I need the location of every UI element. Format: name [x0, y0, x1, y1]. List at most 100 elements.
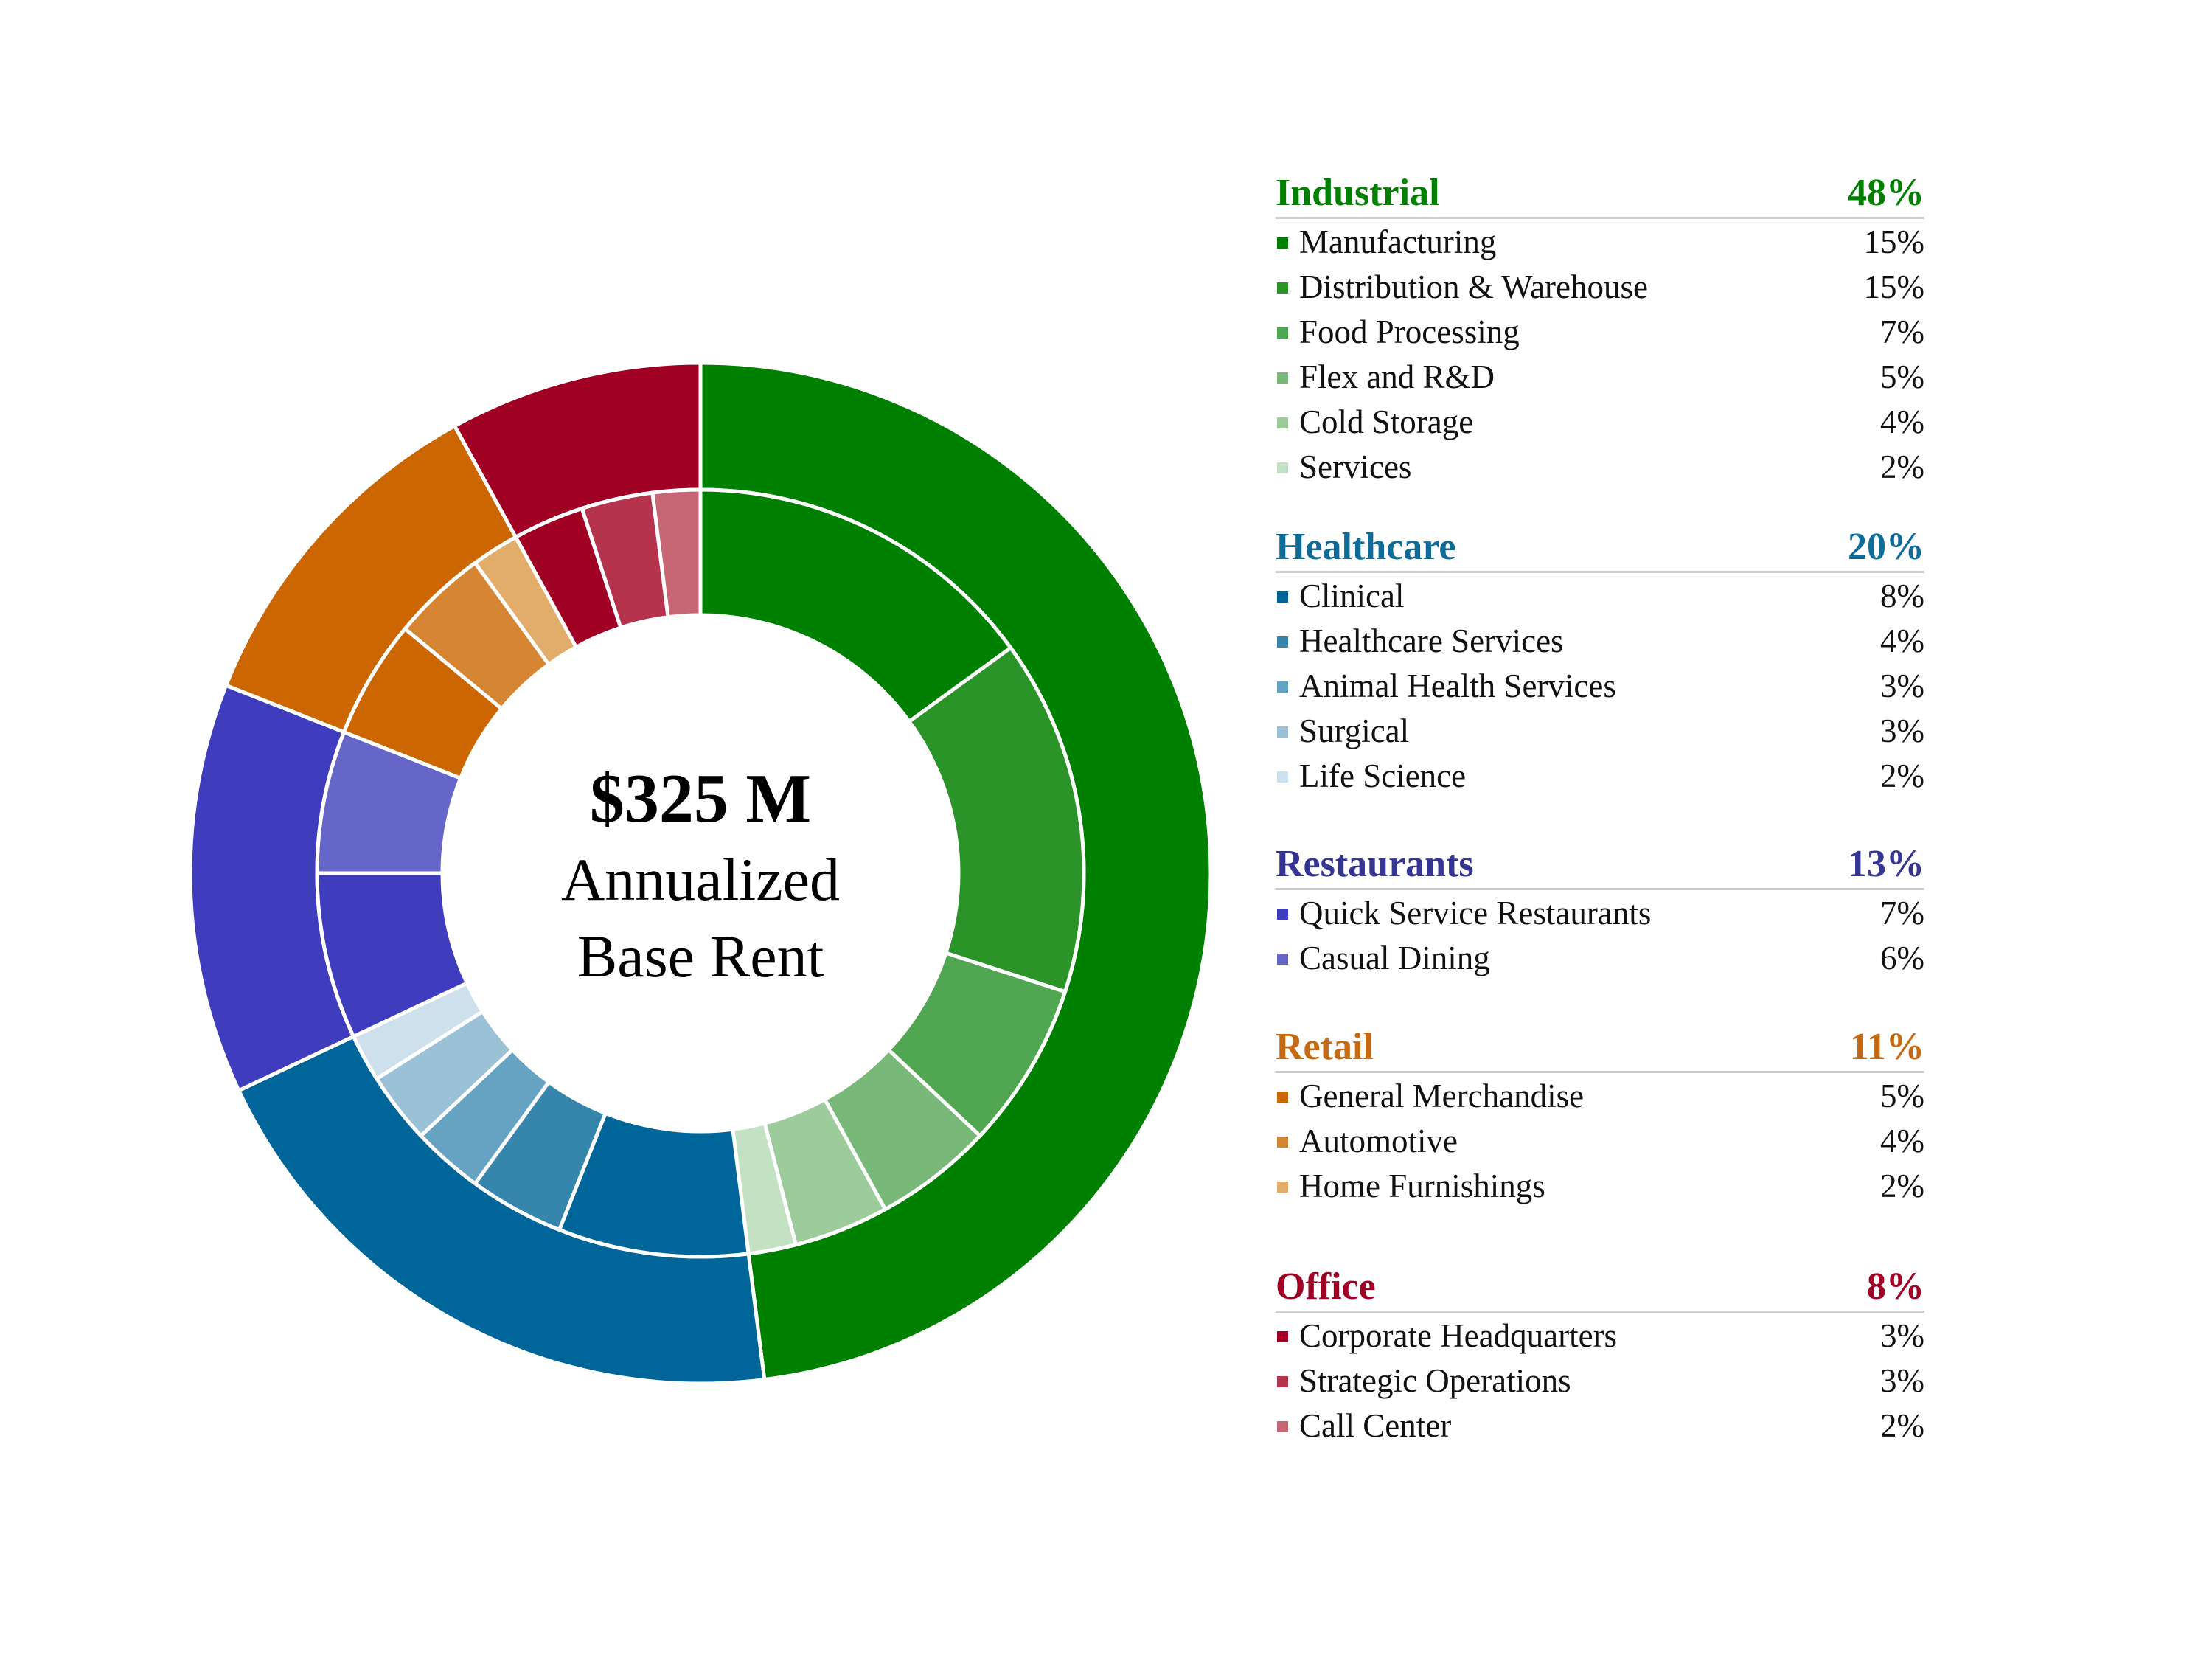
group-percent: 8%	[1867, 1266, 1924, 1308]
legend-swatch	[1277, 1421, 1288, 1432]
legend-item: Casual Dining 6%	[1276, 935, 1924, 980]
group-percent: 11%	[1849, 1026, 1924, 1068]
legend-group-header: Restaurants 13%	[1276, 841, 1924, 890]
inner-ring	[315, 487, 1086, 1259]
legend-swatch	[1277, 282, 1288, 294]
legend-label: Healthcare Services	[1299, 622, 1564, 659]
legend-value: 3%	[1880, 1317, 1924, 1354]
legend-value: 5%	[1880, 1078, 1924, 1114]
legend-item: Cold Storage 4%	[1276, 399, 1924, 444]
legend-group-header: Healthcare 20%	[1276, 524, 1924, 573]
legend-swatch	[1277, 1376, 1288, 1387]
legend-item: Services 2%	[1276, 444, 1924, 489]
legend-swatch	[1277, 591, 1288, 603]
legend-group-restaurants: Restaurants 13% Quick Service Restaurant…	[1276, 841, 1924, 980]
legend-value: 15%	[1863, 268, 1925, 305]
legend-group-healthcare: Healthcare 20% Clinical 8% Healthcare Ser…	[1276, 524, 1924, 798]
legend-value: 15%	[1863, 223, 1925, 260]
legend-item: Flex and R&D 5%	[1276, 354, 1924, 399]
legend-value: 2%	[1880, 448, 1924, 485]
legend-value: 5%	[1880, 358, 1924, 395]
legend-swatch	[1277, 1331, 1288, 1342]
legend-label: Home Furnishings	[1299, 1167, 1545, 1204]
legend-swatch	[1277, 372, 1288, 384]
legend-group-header: Office 8%	[1276, 1263, 1924, 1313]
legend-item: Corporate Headquarters 3%	[1276, 1313, 1924, 1358]
legend-swatch	[1277, 237, 1288, 249]
legend-label: Call Center	[1299, 1407, 1452, 1444]
legend-value: 7%	[1880, 313, 1924, 350]
legend-label: General Merchandise	[1299, 1078, 1585, 1114]
legend-label: Distribution & Warehouse	[1299, 268, 1648, 305]
group-name: Industrial	[1276, 172, 1440, 214]
legend-label: Services	[1299, 448, 1412, 485]
legend-group-header: Industrial 48%	[1276, 170, 1924, 219]
legend-label: Casual Dining	[1299, 940, 1490, 976]
legend-label: Corporate Headquarters	[1299, 1317, 1618, 1354]
legend-value: 4%	[1880, 622, 1924, 659]
group-name: Healthcare	[1276, 526, 1456, 568]
legend-label: Life Science	[1299, 757, 1467, 794]
legend-swatch	[1277, 1092, 1288, 1103]
center-label-line2: Base Rent	[577, 923, 824, 990]
inner-slice-call-center	[650, 487, 703, 620]
legend-swatch	[1277, 771, 1288, 783]
group-name: Office	[1276, 1266, 1376, 1308]
legend-item: Animal Health Services 3%	[1276, 663, 1924, 708]
legend-value: 3%	[1880, 1362, 1924, 1399]
legend-label: Manufacturing	[1299, 223, 1497, 260]
legend-swatch	[1277, 636, 1288, 648]
legend-swatch	[1277, 681, 1288, 693]
legend-item: Quick Service Restaurants 7%	[1276, 890, 1924, 935]
legend-label: Quick Service Restaurants	[1299, 895, 1652, 931]
group-percent: 13%	[1848, 843, 1924, 885]
legend-swatch	[1277, 726, 1288, 738]
group-name: Retail	[1276, 1026, 1374, 1068]
legend-value: 3%	[1880, 667, 1924, 704]
center-amount: $325 M	[590, 760, 811, 837]
legend-swatch	[1277, 417, 1288, 428]
legend-value: 2%	[1880, 757, 1924, 794]
legend-value: 8%	[1880, 577, 1924, 614]
center-label-line1: Annualized	[561, 846, 840, 913]
legend-label: Cold Storage	[1299, 403, 1474, 440]
legend-group-industrial: Industrial 48% Manufacturing 15% Distribu…	[1276, 170, 1924, 489]
legend-swatch	[1277, 1137, 1288, 1148]
legend-item: Manufacturing 15%	[1276, 219, 1924, 264]
legend-item: Clinical 8%	[1276, 573, 1924, 618]
legend-item: Call Center 2%	[1276, 1403, 1924, 1448]
legend-label: Surgical	[1299, 712, 1410, 749]
group-percent: 48%	[1848, 172, 1924, 214]
legend-label: Food Processing	[1299, 313, 1520, 350]
legend-item: Strategic Operations 3%	[1276, 1358, 1924, 1403]
legend-swatch	[1277, 462, 1288, 473]
legend-value: 2%	[1880, 1407, 1924, 1444]
legend-item: Automotive 4%	[1276, 1118, 1924, 1163]
legend-swatch	[1277, 327, 1288, 339]
legend-group-office: Office 8% Corporate Headquarters 3% Strat…	[1276, 1263, 1924, 1448]
legend-value: 2%	[1880, 1167, 1924, 1204]
legend-item: Surgical 3%	[1276, 708, 1924, 753]
legend-swatch	[1277, 909, 1288, 920]
legend-swatch	[1277, 954, 1288, 965]
legend-item: Home Furnishings 2%	[1276, 1163, 1924, 1208]
legend-value: 7%	[1880, 895, 1924, 931]
legend-group-header: Retail 11%	[1276, 1024, 1924, 1073]
legend-item: Life Science 2%	[1276, 753, 1924, 798]
legend-label: Animal Health Services	[1299, 667, 1616, 704]
legend-label: Clinical	[1299, 577, 1405, 614]
legend-item: Healthcare Services 4%	[1276, 618, 1924, 663]
group-percent: 20%	[1848, 526, 1924, 568]
legend-item: Distribution & Warehouse 15%	[1276, 264, 1924, 309]
legend-label: Automotive	[1299, 1123, 1458, 1159]
legend-swatch	[1277, 1182, 1288, 1193]
legend-value: 4%	[1880, 1123, 1924, 1159]
legend-item: General Merchandise 5%	[1276, 1073, 1924, 1118]
legend-label: Strategic Operations	[1299, 1362, 1571, 1399]
legend-item: Food Processing 7%	[1276, 309, 1924, 354]
legend-label: Flex and R&D	[1299, 358, 1495, 395]
group-name: Restaurants	[1276, 843, 1474, 885]
legend-value: 3%	[1880, 712, 1924, 749]
legend-value: 4%	[1880, 403, 1924, 440]
